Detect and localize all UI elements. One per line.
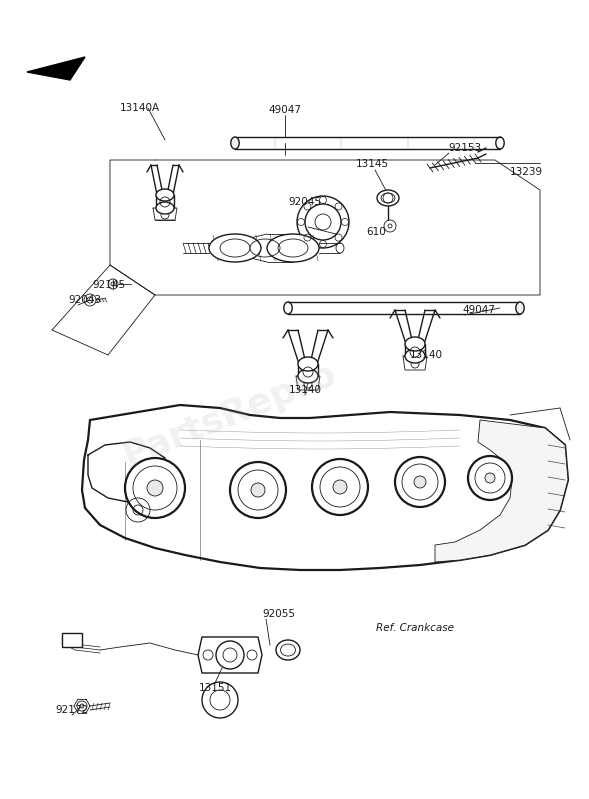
Circle shape xyxy=(485,473,495,483)
Text: 92172: 92172 xyxy=(55,705,88,715)
Ellipse shape xyxy=(405,337,425,351)
Circle shape xyxy=(414,476,426,488)
Text: 13140: 13140 xyxy=(289,385,322,395)
Text: 13140A: 13140A xyxy=(120,103,160,113)
Circle shape xyxy=(312,459,368,515)
Ellipse shape xyxy=(298,357,318,371)
Text: 13239: 13239 xyxy=(510,167,543,177)
Ellipse shape xyxy=(156,189,174,201)
Circle shape xyxy=(468,456,512,500)
Polygon shape xyxy=(27,57,85,80)
Text: 49047: 49047 xyxy=(269,105,302,115)
Text: 92145: 92145 xyxy=(92,280,125,290)
Text: 13145: 13145 xyxy=(355,159,389,169)
Text: 92153: 92153 xyxy=(448,143,481,153)
Circle shape xyxy=(251,483,265,497)
Text: 610: 610 xyxy=(366,227,386,237)
Polygon shape xyxy=(62,633,82,647)
Polygon shape xyxy=(198,637,262,673)
Circle shape xyxy=(333,480,347,494)
Ellipse shape xyxy=(405,349,425,363)
Circle shape xyxy=(230,462,286,518)
Ellipse shape xyxy=(156,202,174,214)
Ellipse shape xyxy=(298,369,318,383)
Text: 49047: 49047 xyxy=(462,305,495,315)
Circle shape xyxy=(147,480,163,496)
Text: Ref. Crankcase: Ref. Crankcase xyxy=(376,623,454,633)
Text: 92043: 92043 xyxy=(68,295,101,305)
Text: 92055: 92055 xyxy=(262,609,295,619)
Circle shape xyxy=(80,704,84,708)
Circle shape xyxy=(125,458,185,518)
Text: 13140: 13140 xyxy=(410,350,443,360)
Circle shape xyxy=(395,457,445,507)
Polygon shape xyxy=(435,420,568,562)
Text: 13151: 13151 xyxy=(198,683,231,693)
Ellipse shape xyxy=(377,190,399,206)
Ellipse shape xyxy=(231,137,239,149)
Circle shape xyxy=(202,682,238,718)
Ellipse shape xyxy=(267,234,319,262)
Text: PartsRepro: PartsRepro xyxy=(118,356,342,473)
Ellipse shape xyxy=(516,302,524,314)
Ellipse shape xyxy=(209,234,261,262)
Text: 92045: 92045 xyxy=(288,197,321,207)
